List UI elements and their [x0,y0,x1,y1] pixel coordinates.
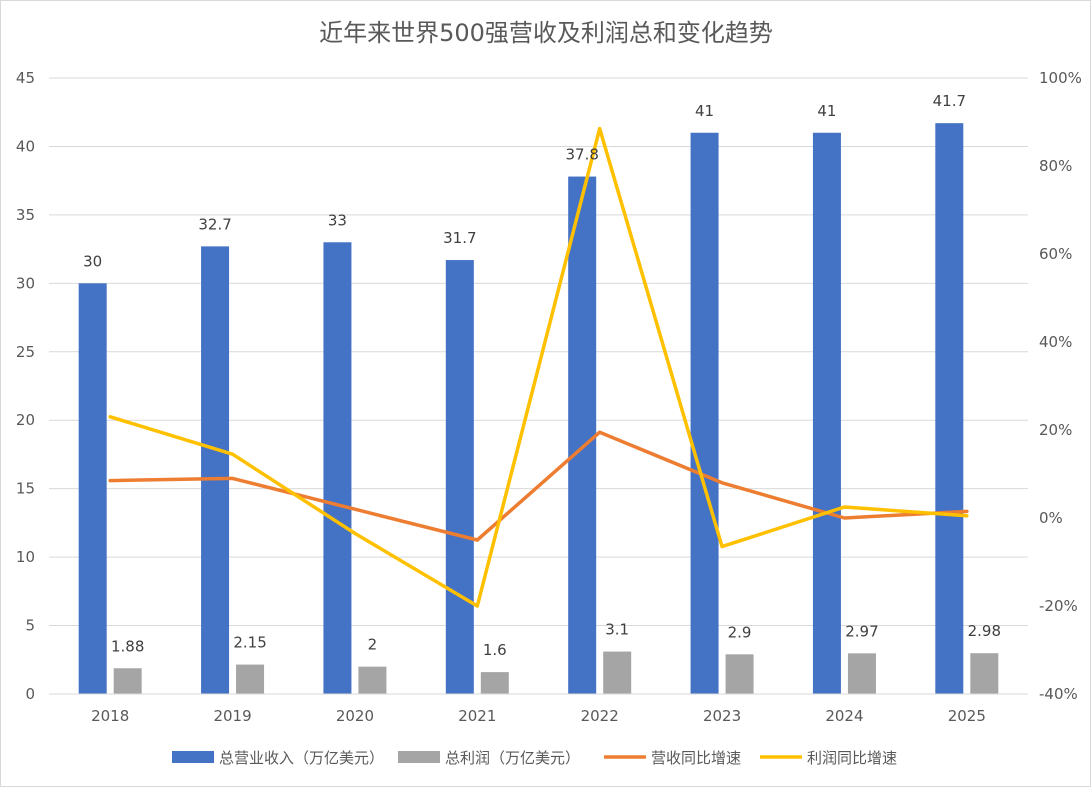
bar-data-label: 2.9 [728,623,752,641]
y-left-tick-label: 25 [16,343,35,361]
line-series [108,126,969,608]
bar-revenue [323,242,352,694]
bar-profit [970,653,999,694]
bar-data-label: 1.6 [483,641,507,659]
x-tick-label: 2022 [581,707,619,725]
y-right-tick-label: 100% [1039,69,1082,87]
y-right-tick-label: 20% [1039,421,1072,439]
bar-data-label: 3.1 [605,621,629,639]
x-tick-label: 2025 [948,707,986,725]
legend-label: 营收同比增速 [651,749,741,767]
y-left-tick-label: 35 [16,206,35,224]
bar-revenue [935,123,964,694]
bar-data-label: 33 [328,211,347,229]
bar-data-label: 30 [83,252,102,270]
bar-revenue [812,132,841,694]
y-right-tick-label: -20% [1039,597,1078,615]
x-tick-label: 2018 [91,707,129,725]
bar-revenue [201,246,230,694]
y-left-tick-label: 5 [25,617,35,635]
legend-item: 总营业收入（万亿美元） [172,749,384,767]
bar-data-label: 31.7 [443,229,476,247]
bar-profit [236,664,265,694]
bar-profit [725,654,754,694]
y-left-tick-label: 30 [16,274,35,292]
axes: 051015202530354045-40%-20%0%20%40%60%80%… [16,69,1082,725]
bar-revenue [445,260,474,694]
legend-swatch [398,751,440,763]
legend-label: 总利润（万亿美元） [445,749,580,767]
bar-data-label: 2.97 [845,622,878,640]
bar-data-label: 37.8 [565,146,598,164]
y-left-tick-label: 0 [25,685,35,703]
bar-data-label: 41.7 [933,92,966,110]
legend-label: 利润同比增速 [807,749,897,767]
bar-data-label: 2.15 [233,634,266,652]
bar-revenue [78,283,107,694]
bar-profit [603,651,632,694]
bar-data-label: 2.98 [968,622,1001,640]
legend-label: 总营业收入（万亿美元） [219,749,384,767]
bar-revenue [568,176,597,694]
data-labels: 30 32.7 33 31.7 37.8 41 41 41.7 1.88 2.15 2 1.6 3.1 2… [83,92,1001,659]
legend-item: 利润同比增速 [760,749,897,767]
bar-profit [480,672,509,694]
bar-profit [358,666,387,694]
bar-revenue [690,132,719,694]
y-left-tick-label: 45 [16,69,35,87]
y-left-tick-label: 15 [16,480,35,498]
y-right-tick-label: 40% [1039,333,1072,351]
bar-data-label: 41 [817,102,836,120]
y-left-tick-label: 20 [16,411,35,429]
line-profit-growth [108,126,969,608]
legend-swatch [172,751,214,763]
bar-data-label: 41 [695,102,714,120]
x-tick-label: 2021 [458,707,496,725]
legend-item: 总利润（万亿美元） [398,749,580,767]
gridlines [49,77,1028,695]
bar-data-label: 1.88 [111,637,144,655]
bar-profit [847,653,876,694]
y-left-tick-label: 40 [16,137,35,155]
bar-profit [113,668,142,694]
y-left-tick-label: 10 [16,548,35,566]
bar-data-label: 32.7 [198,215,231,233]
y-right-tick-label: 80% [1039,157,1072,175]
y-right-tick-label: -40% [1039,685,1078,703]
x-tick-label: 2023 [703,707,741,725]
y-right-tick-label: 0% [1039,509,1063,527]
chart-title: 近年来世界500强营收及利润总和变化趋势 [319,19,773,47]
bar-data-label: 2 [368,636,378,654]
legend-item: 营收同比增速 [604,749,741,767]
bar-series [78,123,999,694]
y-right-tick-label: 60% [1039,245,1072,263]
x-tick-label: 2019 [213,707,251,725]
legend: 总营业收入（万亿美元） 总利润（万亿美元） 营收同比增速 利润同比增速 [172,749,897,767]
x-tick-label: 2024 [825,707,863,725]
x-tick-label: 2020 [336,707,374,725]
